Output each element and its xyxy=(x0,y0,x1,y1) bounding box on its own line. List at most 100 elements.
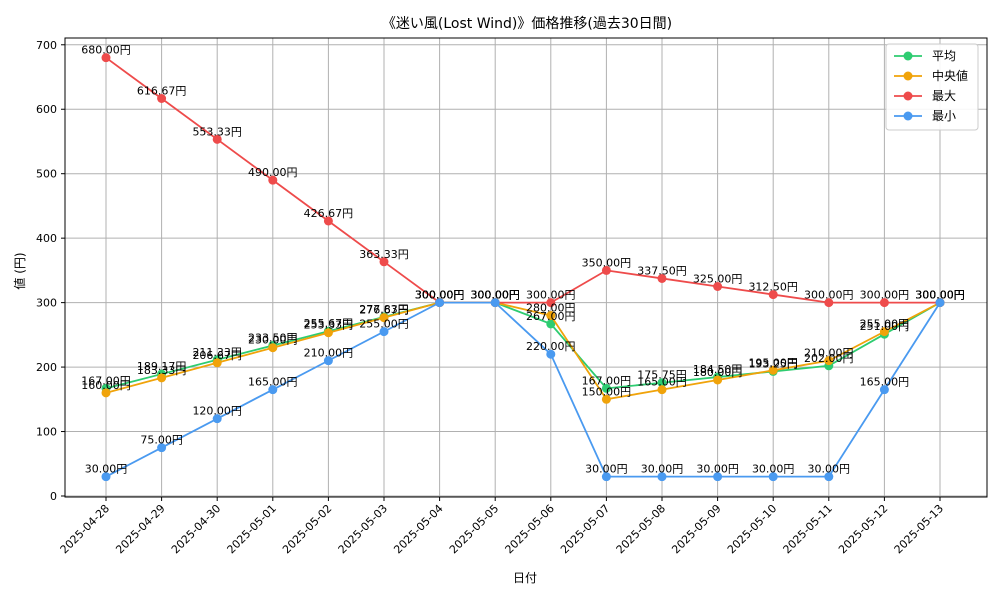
data-point xyxy=(490,298,500,308)
data-point xyxy=(546,298,556,308)
data-label: 30.00円 xyxy=(696,463,739,476)
data-label: 300.00円 xyxy=(470,289,520,302)
data-point xyxy=(212,414,222,424)
data-point xyxy=(768,472,778,482)
data-label: 300.00円 xyxy=(470,289,520,302)
data-label: 165.00円 xyxy=(248,376,298,389)
series-line xyxy=(105,301,941,478)
data-label: 300.00円 xyxy=(860,289,910,302)
data-label: 167.00円 xyxy=(582,374,632,387)
data-label: 120.00円 xyxy=(192,405,242,418)
data-point xyxy=(879,385,889,395)
data-label: 30.00円 xyxy=(808,463,851,476)
y-axis-label: 値 (円) xyxy=(12,252,27,289)
x-axis-label: 日付 xyxy=(513,571,537,585)
data-point xyxy=(101,388,111,398)
y-tick-label: 0 xyxy=(50,490,57,503)
grid xyxy=(65,38,987,497)
data-point xyxy=(601,472,611,482)
series-line xyxy=(105,56,940,304)
data-point xyxy=(435,298,445,308)
data-point xyxy=(268,175,278,185)
data-label: 211.33円 xyxy=(192,346,242,359)
legend-label: 平均 xyxy=(932,49,956,63)
data-label: 553.33円 xyxy=(192,125,242,138)
y-tick-label: 300 xyxy=(36,297,57,310)
x-tick-label: 2025-05-08 xyxy=(614,502,668,556)
x-tick-label: 2025-05-01 xyxy=(225,502,279,556)
legend-item-最小: 最小 xyxy=(894,109,956,123)
x-tick-label: 2025-04-28 xyxy=(58,502,112,556)
data-label: 150.00円 xyxy=(582,385,632,398)
x-tick-label: 2025-05-10 xyxy=(725,502,779,556)
data-point xyxy=(323,328,333,338)
data-point xyxy=(101,53,111,63)
data-label: 300.00円 xyxy=(415,289,465,302)
x-tick-label: 2025-05-07 xyxy=(558,502,612,556)
data-point xyxy=(212,358,222,368)
data-label: 337.50円 xyxy=(637,264,687,277)
data-label: 276.67円 xyxy=(359,304,409,317)
data-label: 277.83円 xyxy=(359,303,409,316)
data-label: 280.00円 xyxy=(526,302,576,315)
data-point xyxy=(657,273,667,283)
data-label: 300.00円 xyxy=(915,289,965,302)
data-label: 193.25円 xyxy=(748,357,798,370)
data-label: 30.00円 xyxy=(752,463,795,476)
data-label: 165.00円 xyxy=(860,376,910,389)
data-point xyxy=(101,472,111,482)
legend-item-最大: 最大 xyxy=(894,89,956,103)
y-tick-label: 600 xyxy=(36,103,57,116)
data-label: 175.75円 xyxy=(637,369,687,382)
x-tick-label: 2025-05-05 xyxy=(447,502,501,556)
legend-marker xyxy=(903,51,913,61)
data-label: 255.00円 xyxy=(860,318,910,331)
data-label: 180.00円 xyxy=(693,366,743,379)
data-label: 300.00円 xyxy=(915,289,965,302)
data-label: 167.00円 xyxy=(81,374,131,387)
data-label: 233.50円 xyxy=(248,331,298,344)
x-tick-label: 2025-04-29 xyxy=(113,502,167,556)
y-tick-label: 500 xyxy=(36,168,57,181)
data-label: 363.33円 xyxy=(359,248,409,261)
data-label: 350.00円 xyxy=(582,256,632,269)
legend-item-中央値: 中央値 xyxy=(894,68,968,83)
data-point xyxy=(713,282,723,292)
series-line xyxy=(105,301,941,401)
y-tick-label: 100 xyxy=(36,426,57,439)
data-point xyxy=(601,383,611,393)
data-point xyxy=(879,327,889,337)
data-point xyxy=(157,93,167,103)
data-label: 255.67円 xyxy=(304,317,354,330)
data-point xyxy=(657,385,667,395)
legend-item-平均: 平均 xyxy=(894,49,956,63)
chart-title: 《迷い風(Lost Wind)》価格推移(過去30日間) xyxy=(382,16,672,32)
series-最大 xyxy=(101,53,945,308)
series-line xyxy=(105,301,941,390)
data-label: 210.00円 xyxy=(304,347,354,360)
data-label: 325.00円 xyxy=(693,273,743,286)
y-tick-label: 200 xyxy=(36,361,57,374)
y-tick-label: 700 xyxy=(36,39,57,52)
data-point xyxy=(824,356,834,366)
legend-box xyxy=(885,43,979,131)
legend-marker xyxy=(903,111,913,121)
data-point xyxy=(379,257,389,267)
data-label: 210.00円 xyxy=(804,347,854,360)
data-label: 616.67円 xyxy=(137,84,187,97)
data-label: 267.00円 xyxy=(526,310,576,323)
data-label: 30.00円 xyxy=(585,463,628,476)
data-point xyxy=(157,373,167,383)
x-tick-label: 2025-05-11 xyxy=(781,502,835,556)
data-label: 300.00円 xyxy=(470,289,520,302)
data-label: 300.00円 xyxy=(415,289,465,302)
data-label: 300.00円 xyxy=(915,289,965,302)
data-label: 30.00円 xyxy=(85,463,128,476)
data-label: 189.17円 xyxy=(137,360,187,373)
series-layer xyxy=(101,53,945,482)
data-point xyxy=(268,343,278,353)
data-label: 253.33円 xyxy=(304,319,354,332)
legend-marker xyxy=(903,91,913,101)
